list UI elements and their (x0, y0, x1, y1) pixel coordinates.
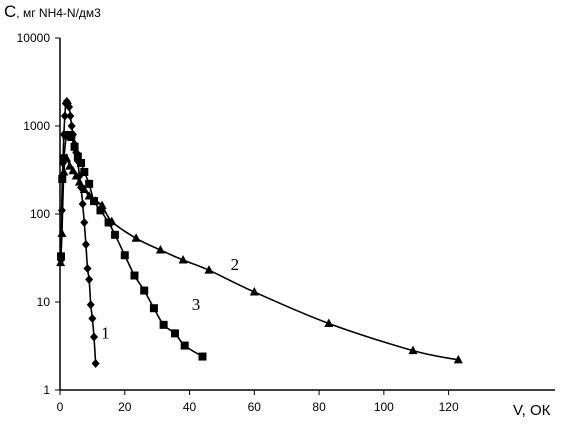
series-3-point (104, 218, 113, 227)
x-tick-label: 40 (183, 400, 197, 414)
series-1-point (86, 300, 95, 310)
series-1-point (85, 275, 94, 285)
y-axis-title-units: , мг NH4-N/дм3 (16, 6, 101, 20)
series-1-point (91, 359, 100, 369)
series-3-point (130, 271, 139, 280)
series-1-point (57, 205, 66, 215)
x-tick-label: 80 (312, 400, 326, 414)
series-2-point (408, 345, 418, 355)
series-1-point (65, 102, 74, 112)
series-3-point (140, 286, 149, 295)
series-1-point (67, 121, 76, 131)
y-tick-label: 1 (43, 383, 50, 397)
x-tick-label: 100 (374, 400, 394, 414)
series-2-point (65, 161, 75, 170)
series-1-point (60, 111, 69, 121)
series-3-point (80, 168, 89, 177)
series-3-point (198, 352, 207, 361)
x-tick-label: 20 (118, 400, 132, 414)
series-2-line (59, 157, 459, 361)
series-1-point (90, 332, 99, 342)
series-2-point (204, 265, 214, 274)
series-3-point (73, 152, 82, 161)
series-2-point (56, 257, 66, 267)
series-1-point (81, 240, 90, 250)
series-1-point (80, 218, 89, 228)
series-2-point (68, 165, 78, 175)
series-1-point (78, 199, 87, 209)
series-3-point (170, 329, 179, 338)
series-2-point (74, 177, 84, 186)
y-tick-label: 100 (30, 207, 50, 221)
series-2-point (59, 167, 69, 176)
y-axis-title-main: C (4, 2, 16, 21)
series-1-point (66, 111, 75, 121)
x-tick-label: 60 (248, 400, 262, 414)
series-2-point (155, 244, 165, 254)
series-3-point (180, 341, 189, 350)
series-3-line (60, 132, 203, 358)
series-2-point (453, 354, 463, 364)
series-2-point (57, 228, 67, 238)
x-tick-label: 120 (439, 400, 459, 414)
series-2-label: 2 (231, 255, 240, 274)
series-2-point (79, 184, 89, 193)
series-2-point (71, 171, 81, 180)
y-tick-label: 10 (37, 295, 51, 309)
series-3-point (59, 154, 68, 163)
series-3-point (85, 179, 94, 188)
series-3-point (159, 320, 168, 329)
series-1-point (83, 264, 92, 274)
series-3-point (90, 197, 99, 206)
series-2-point (249, 286, 259, 296)
series-3-point (111, 230, 120, 239)
series-3-point (70, 142, 79, 151)
series-3-label: 3 (192, 295, 201, 314)
series-3-point (67, 132, 76, 141)
y-tick-label: 10000 (17, 31, 51, 45)
series-3-point (149, 304, 158, 313)
x-axis-title: V, ОК (513, 402, 551, 419)
y-tick-label: 1000 (23, 119, 50, 133)
x-tick-label: 0 (57, 400, 64, 414)
series-2-point (178, 255, 188, 264)
series-2-point (131, 233, 141, 242)
series-3-point (56, 252, 65, 261)
series-3-point (58, 174, 67, 183)
series-1-point (88, 313, 97, 323)
series-1-label: 1 (101, 324, 110, 343)
y-axis-title: C, мг NH4-N/дм3 (4, 2, 101, 21)
series-2-point (324, 318, 334, 327)
series-3-point (96, 206, 105, 215)
series-3-point (77, 158, 86, 167)
series-3-point (120, 251, 129, 260)
